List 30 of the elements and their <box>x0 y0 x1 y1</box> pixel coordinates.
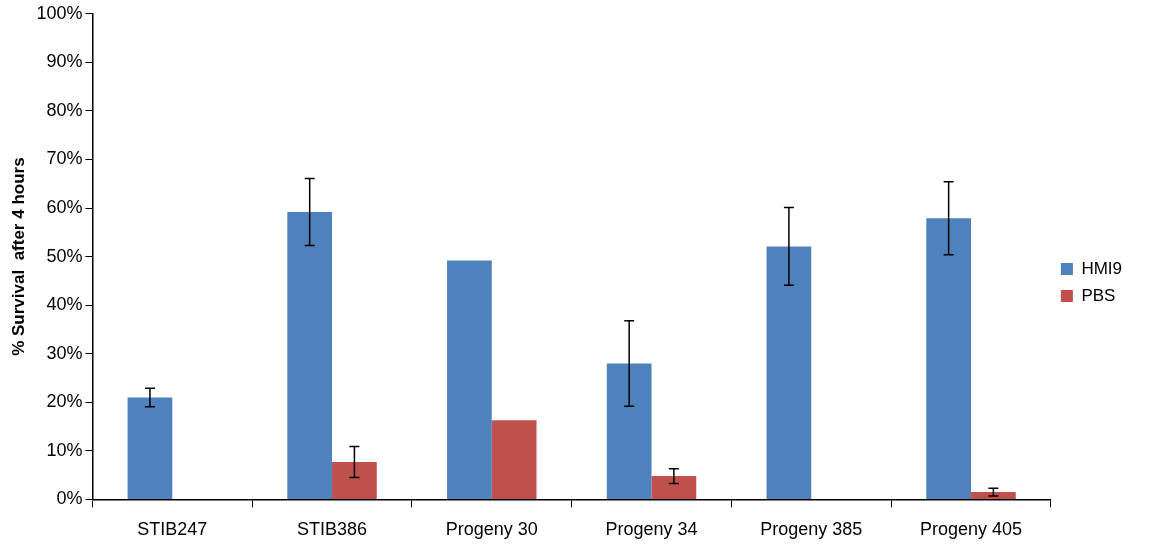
bar <box>447 260 492 499</box>
x-tick-label: Progeny 30 <box>445 519 538 540</box>
y-tick-label: 70% <box>46 148 83 169</box>
y-tick-label: 90% <box>46 51 83 72</box>
bar <box>606 363 652 499</box>
bar <box>491 420 537 499</box>
y-tick-label: 30% <box>46 342 83 363</box>
bar <box>971 492 1016 499</box>
y-tick-label: 10% <box>46 439 83 460</box>
x-tick-label: Progeny 405 <box>919 519 1023 540</box>
legend-label: PBS <box>1081 285 1116 305</box>
legend-label: HMI9 <box>1081 258 1123 278</box>
y-tick-label: 80% <box>46 99 83 120</box>
y-tick-label: 0% <box>56 488 83 509</box>
bar <box>651 476 697 499</box>
y-tick-label: 40% <box>46 294 83 315</box>
bar <box>332 462 377 499</box>
bar <box>287 211 333 499</box>
y-tick-label: 60% <box>46 197 83 218</box>
y-tick-label: 100% <box>36 2 83 23</box>
bar <box>926 218 972 499</box>
y-tick-label: 20% <box>46 391 83 412</box>
bar <box>766 246 812 499</box>
x-tick-label: STIB247 <box>137 519 208 540</box>
x-tick-label: Progeny 385 <box>760 519 863 540</box>
x-tick-label: Progeny 34 <box>605 519 698 540</box>
y-axis-title: % Survival after 4 hours <box>8 157 28 356</box>
bar <box>127 397 173 499</box>
y-tick-label: 50% <box>46 245 83 266</box>
x-tick-label: STIB386 <box>297 519 368 540</box>
